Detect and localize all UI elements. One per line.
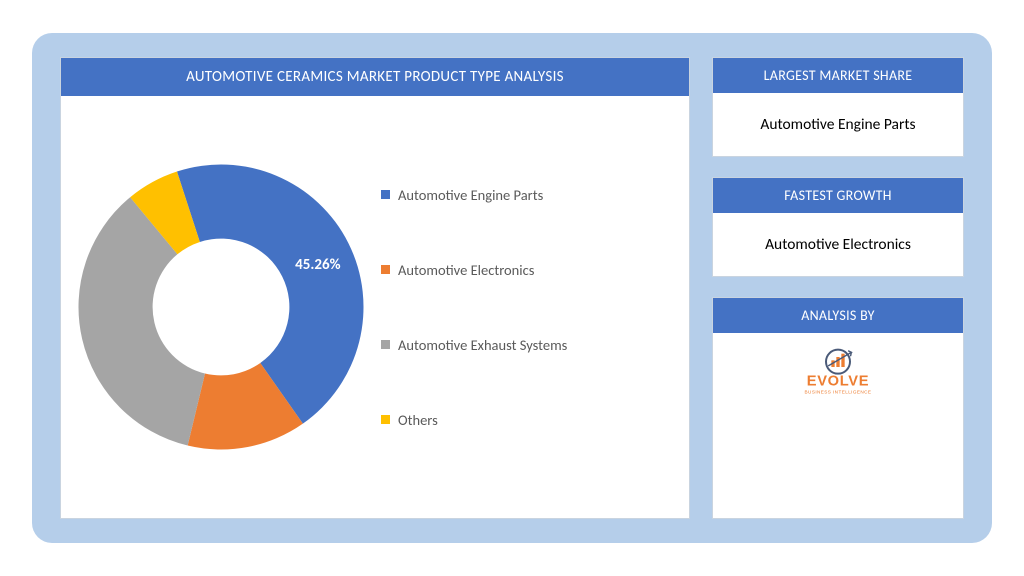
right-column: LARGEST MARKET SHARE Automotive Engine P…	[712, 57, 964, 519]
analysis-by-header: ANALYSIS BY	[713, 298, 963, 333]
fastest-growth-header: FASTEST GROWTH	[713, 178, 963, 213]
legend-label: Automotive Exhaust Systems	[398, 336, 567, 354]
chart-body: 45.26% Automotive Engine PartsAutomotive…	[61, 96, 689, 518]
legend-label: Automotive Engine Parts	[398, 186, 543, 204]
legend-item: Automotive Engine Parts	[381, 186, 671, 204]
chart-title: AUTOMOTIVE CERAMICS MARKET PRODUCT TYPE …	[61, 58, 689, 96]
logo-tagline: BUSINESS INTELLIGENCE	[805, 390, 872, 395]
legend-marker	[381, 415, 390, 424]
fastest-growth-card: FASTEST GROWTH Automotive Electronics	[712, 177, 964, 277]
largest-share-card: LARGEST MARKET SHARE Automotive Engine P…	[712, 57, 964, 157]
fastest-growth-value: Automotive Electronics	[713, 213, 963, 276]
legend-item: Others	[381, 411, 671, 429]
legend-item: Automotive Exhaust Systems	[381, 336, 671, 354]
analysis-by-card: ANALYSIS BY EVOLVE BUSINESS INTELLIGENCE	[712, 297, 964, 519]
legend-marker	[381, 265, 390, 274]
evolve-logo-icon: EVOLVE BUSINESS INTELLIGENCE	[778, 347, 898, 400]
largest-share-header: LARGEST MARKET SHARE	[713, 58, 963, 93]
analysis-by-logo: EVOLVE BUSINESS INTELLIGENCE	[713, 333, 963, 410]
legend-marker	[381, 340, 390, 349]
legend-label: Others	[398, 411, 438, 429]
legend-item: Automotive Electronics	[381, 261, 671, 279]
largest-share-value: Automotive Engine Parts	[713, 93, 963, 156]
legend-marker	[381, 190, 390, 199]
donut-center-label: 45.26%	[295, 256, 340, 274]
outer-card: AUTOMOTIVE CERAMICS MARKET PRODUCT TYPE …	[32, 33, 992, 543]
donut-chart: 45.26%	[71, 157, 371, 457]
chart-legend: Automotive Engine Parts Automotive Electr…	[371, 157, 671, 457]
logo-text: EVOLVE	[807, 374, 869, 390]
chart-panel: AUTOMOTIVE CERAMICS MARKET PRODUCT TYPE …	[60, 57, 690, 519]
legend-label: Automotive Electronics	[398, 261, 534, 279]
